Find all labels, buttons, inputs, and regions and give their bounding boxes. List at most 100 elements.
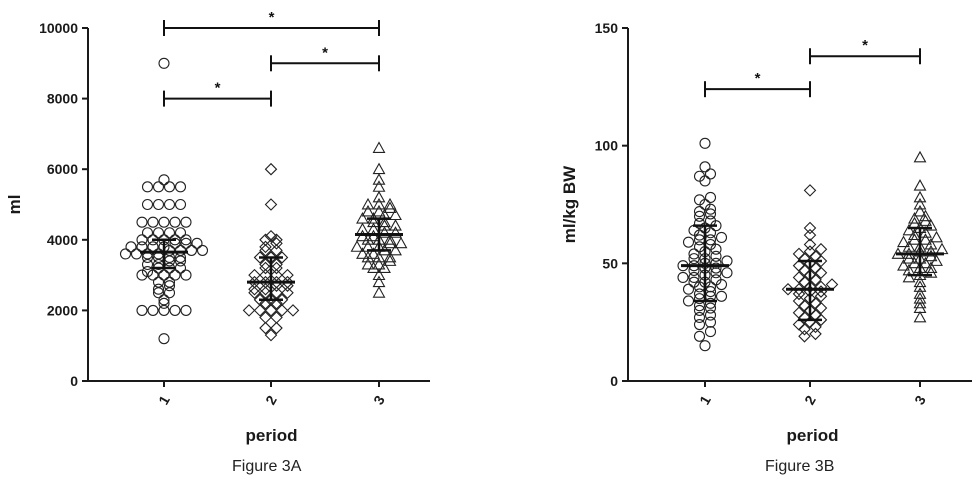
data-point-diamond — [792, 287, 806, 301]
data-point-triangle — [913, 179, 927, 191]
x-tick-label: 1 — [155, 392, 173, 407]
data-point-triangle — [913, 287, 927, 299]
data-point-triangle — [378, 226, 391, 238]
data-point-circle — [163, 276, 176, 288]
data-point-diamond — [809, 320, 822, 334]
data-point-circle — [704, 302, 717, 314]
data-point-diamond — [270, 233, 283, 247]
data-point-triangle — [389, 226, 402, 238]
x-axis-title: period — [246, 426, 298, 445]
data-point-diamond — [253, 304, 267, 317]
data-point-circle — [152, 276, 165, 288]
data-point-circle — [710, 267, 722, 279]
data-point-diamond — [270, 286, 283, 300]
data-point-circle — [130, 248, 143, 260]
data-point-triangle — [372, 197, 386, 210]
data-point-diamond — [803, 184, 817, 197]
data-point-diamond — [270, 311, 283, 324]
data-point-circle — [693, 194, 706, 206]
data-point-triangle — [930, 230, 943, 243]
data-point-diamond — [270, 244, 283, 257]
data-point-diamond — [248, 282, 261, 296]
data-point-circle — [152, 227, 165, 239]
data-point-circle — [152, 198, 165, 211]
x-tick-label: 3 — [911, 392, 929, 407]
x-tick-label: 2 — [262, 392, 280, 407]
data-point-triangle — [908, 211, 921, 224]
data-point-circle — [699, 137, 711, 149]
data-point-circle — [169, 304, 181, 316]
data-point-circle — [715, 231, 728, 243]
data-point-circle — [152, 181, 165, 193]
figure-3b-caption: Figure 3B — [765, 458, 835, 475]
data-point-circle — [174, 181, 187, 193]
data-point-circle — [158, 57, 170, 69]
data-point-triangle — [367, 261, 380, 273]
data-point-triangle — [372, 180, 386, 192]
data-point-diamond — [792, 259, 806, 272]
data-point-diamond — [259, 311, 272, 324]
data-point-diamond — [259, 240, 272, 254]
data-point-diamond — [259, 261, 272, 275]
data-point-circle — [147, 304, 159, 316]
y-tick-label: 6000 — [47, 161, 78, 177]
data-point-diamond — [248, 268, 261, 282]
data-point-diamond — [792, 294, 806, 308]
significance-star: * — [269, 9, 275, 26]
data-point-triangle — [356, 211, 369, 224]
data-point-diamond — [814, 254, 828, 268]
data-point-diamond — [270, 258, 283, 271]
data-point-triangle — [356, 247, 369, 259]
data-point-diamond — [259, 268, 272, 282]
data-point-diamond — [798, 264, 811, 277]
data-point-circle — [158, 269, 170, 281]
data-point-circle — [677, 271, 689, 284]
data-point-diamond — [259, 297, 272, 310]
data-point-diamond — [270, 268, 283, 282]
data-point-diamond — [264, 198, 278, 211]
data-point-diamond — [781, 282, 795, 296]
data-point-triangle — [389, 219, 402, 231]
data-point-circle — [710, 274, 722, 286]
data-point-triangle — [383, 201, 397, 213]
data-point-circle — [704, 326, 717, 338]
data-point-diamond — [814, 290, 828, 303]
data-point-diamond — [803, 221, 817, 235]
data-point-diamond — [270, 321, 283, 335]
figure-3b-chart: 0 50 100 150 1 2 3 period ml/kg BW * * — [560, 20, 972, 445]
figure-3a-caption: Figure 3A — [232, 458, 302, 475]
data-point-circle — [180, 269, 192, 281]
data-point-circle — [704, 168, 717, 180]
data-point-diamond — [803, 238, 817, 251]
data-point-diamond — [803, 245, 817, 258]
data-point-circle — [163, 227, 176, 239]
data-point-diamond — [809, 297, 822, 310]
data-point-triangle — [361, 233, 375, 245]
y-axis-title: ml — [5, 195, 24, 215]
data-point-circle — [196, 244, 209, 256]
data-point-circle — [682, 283, 695, 295]
data-point-triangle — [378, 261, 391, 273]
data-point-circle — [704, 297, 717, 309]
data-point-diamond — [792, 306, 806, 320]
data-point-diamond — [814, 266, 828, 280]
data-point-circle — [136, 216, 148, 228]
data-point-circle — [180, 234, 192, 246]
data-point-diamond — [286, 304, 300, 317]
data-point-circle — [693, 210, 706, 222]
data-point-circle — [141, 258, 154, 271]
data-point-circle — [174, 198, 187, 211]
data-point-diamond — [798, 330, 811, 343]
data-point-circle — [141, 248, 154, 260]
data-point-circle — [699, 340, 711, 352]
data-point-diamond — [814, 242, 828, 256]
data-point-circle — [180, 216, 192, 228]
data-point-diamond — [270, 297, 283, 310]
data-point-circle — [141, 266, 154, 278]
data-point-circle — [704, 208, 717, 220]
data-point-diamond — [281, 286, 294, 300]
significance-star: * — [322, 44, 328, 61]
data-point-triangle — [372, 190, 386, 203]
figure-3b-panel: 0 50 100 150 1 2 3 period ml/kg BW * * Figure 3B — [495, 0, 977, 480]
data-point-diamond — [264, 229, 278, 243]
